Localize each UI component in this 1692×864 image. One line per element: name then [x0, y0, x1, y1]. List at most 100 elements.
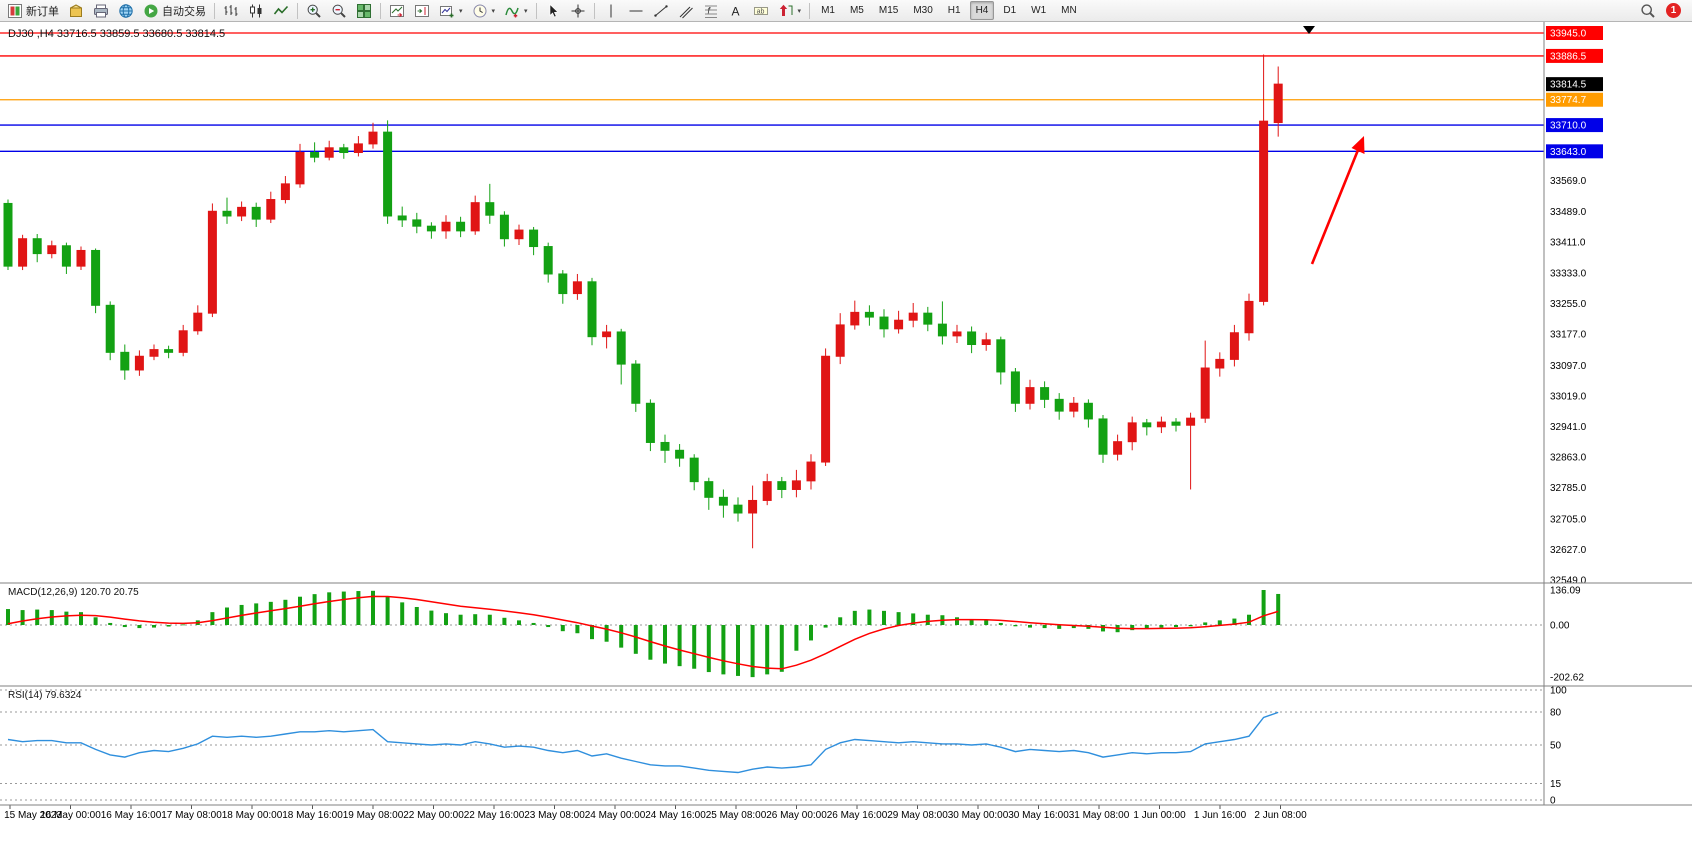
candle-body [558, 273, 568, 295]
candle-body [529, 229, 539, 248]
macd-histogram-bar [794, 625, 799, 651]
candle-body [587, 281, 597, 338]
candle-body [61, 245, 71, 267]
timeframe-h4-button[interactable]: H4 [969, 1, 995, 20]
candle-body [1069, 402, 1079, 412]
macd-histogram-bar [721, 625, 726, 675]
time-label: 31 May 08:00 [1069, 810, 1130, 821]
macd-histogram-bar [327, 592, 332, 625]
macd-histogram-bar [633, 625, 638, 654]
candle-body [91, 249, 101, 306]
macd-histogram-bar [79, 612, 83, 625]
search-button[interactable] [1636, 1, 1660, 21]
timeframe-h1-button[interactable]: H1 [947, 5, 961, 16]
macd-histogram-bar [1203, 622, 1208, 625]
price-axis[interactable]: 33569.0 33489.0 33411.0 33333.0 33255.0 33177… [1546, 26, 1603, 807]
time-label: 16 May 00:00 [40, 810, 101, 821]
toolbar-candle-chart-mode-button[interactable] [244, 1, 268, 21]
toolbar-horizontal-line-tool-button[interactable] [624, 1, 648, 21]
macd-histogram-bar [1042, 625, 1047, 629]
toolbar-tile-windows-button[interactable] [352, 1, 376, 21]
timeframe-m5-button[interactable]: M5 [849, 5, 864, 16]
toolbar-cursor-tool-button[interactable] [541, 1, 565, 21]
timeframe-m15-button[interactable]: M15 [878, 5, 899, 16]
candle-body [572, 281, 582, 295]
macd-pane [0, 589, 1544, 678]
candle-body [660, 441, 670, 451]
timeframe-m1-button[interactable]: M1 [821, 5, 835, 16]
toolbar-line-chart-mode-button[interactable] [269, 1, 293, 21]
timeframe-m30-button[interactable]: M30 [913, 5, 933, 16]
toolbar-trendline-tool-button[interactable] [649, 1, 673, 21]
vline-icon [603, 3, 619, 19]
notification-badge[interactable]: 1 [1666, 3, 1681, 18]
toolbar-new-order-button[interactable]: 新订单 [3, 1, 63, 21]
toolbar-zoom-out-button[interactable] [327, 1, 351, 21]
toolbar-label-tool-button[interactable]: ab [749, 1, 773, 21]
timeframe-w1-button[interactable]: W1 [1031, 5, 1047, 16]
toolbar-crosshair-tool-button[interactable] [566, 1, 590, 21]
arrowobj-icon [778, 3, 794, 19]
macd-histogram-bar [35, 609, 40, 625]
candle-body [777, 481, 787, 490]
macd-histogram-bar [429, 610, 434, 625]
toolbar-auto-scroll-button[interactable] [385, 1, 409, 21]
toolbar-bar-chart-mode-button[interactable] [219, 1, 243, 21]
candle-body [339, 147, 349, 154]
toolbar-community-button[interactable] [114, 1, 138, 21]
clock-icon [472, 3, 488, 19]
cursor-icon [545, 3, 561, 19]
candle-body [806, 461, 816, 482]
toolbar-channel-tool-button[interactable] [674, 1, 698, 21]
toolbar-print-button[interactable] [89, 1, 113, 21]
candle-body [310, 152, 320, 158]
macd-histogram-bar [122, 625, 127, 628]
price-tag-33710.0 [1546, 118, 1603, 133]
candle-body [1142, 422, 1152, 428]
price-axis-label: 33097.0 [1550, 361, 1587, 372]
price-axis-label: 33333.0 [1550, 268, 1587, 279]
zoom-in-icon [306, 3, 322, 19]
timeframe-mn-button[interactable]: MN [1061, 5, 1077, 16]
time-marker[interactable] [1303, 26, 1315, 34]
toolbar-market-button[interactable] [64, 1, 88, 21]
dropdown-caret-icon: ▾ [459, 7, 463, 15]
hline-icon [628, 3, 644, 19]
macd-histogram-bar [137, 625, 142, 629]
time-label: 18 May 16:00 [282, 810, 343, 821]
current-price-tag-text: 33814.5 [1550, 80, 1587, 91]
toolbar-new-chart-button[interactable]: ▾ [435, 1, 467, 21]
label-icon: ab [753, 3, 769, 19]
candle-body [222, 210, 232, 217]
dropdown-caret-icon: ▾ [797, 7, 802, 15]
candle-body [923, 312, 933, 325]
chart-plus-icon [439, 3, 455, 19]
toolbar-autotrading-button[interactable]: 自动交易 [139, 1, 210, 21]
candle-body [762, 481, 772, 501]
timeframe-d1-button[interactable]: D1 [1003, 5, 1017, 16]
toolbar-zoom-in-button[interactable] [302, 1, 326, 21]
candle-body [981, 339, 991, 346]
macd-histogram-bar [254, 603, 259, 625]
candle-body [1273, 83, 1283, 124]
toolbar-fibonacci-tool-button[interactable]: f [699, 1, 723, 21]
candle-body [47, 245, 57, 255]
macd-histogram-bar [1217, 620, 1222, 625]
macd-histogram-bar [604, 625, 609, 642]
indicator-icon [504, 3, 520, 19]
toolbar-text-tool-button[interactable]: A [724, 1, 748, 21]
bars-icon [223, 3, 239, 19]
macd-histogram-bar [1159, 625, 1164, 628]
toolbar-indicators-menu-button[interactable]: ▾ [500, 1, 532, 21]
toolbar-chart-shift-button[interactable] [410, 1, 434, 21]
candle-body [1200, 367, 1210, 419]
toolbar-vertical-line-tool-button[interactable] [599, 1, 623, 21]
price-axis-label: 33489.0 [1550, 207, 1587, 218]
macd-histogram-bar [838, 617, 843, 625]
chart-canvas[interactable]: 33569.0 33489.0 33411.0 33333.0 33255.0 33177… [0, 22, 1692, 864]
toolbar-periods-button[interactable]: ▾ [468, 1, 500, 21]
candle-body [1171, 421, 1181, 426]
trend-arrow[interactable] [1310, 149, 1360, 265]
toolbar-arrows-tool-button[interactable]: ▾ [774, 1, 806, 21]
